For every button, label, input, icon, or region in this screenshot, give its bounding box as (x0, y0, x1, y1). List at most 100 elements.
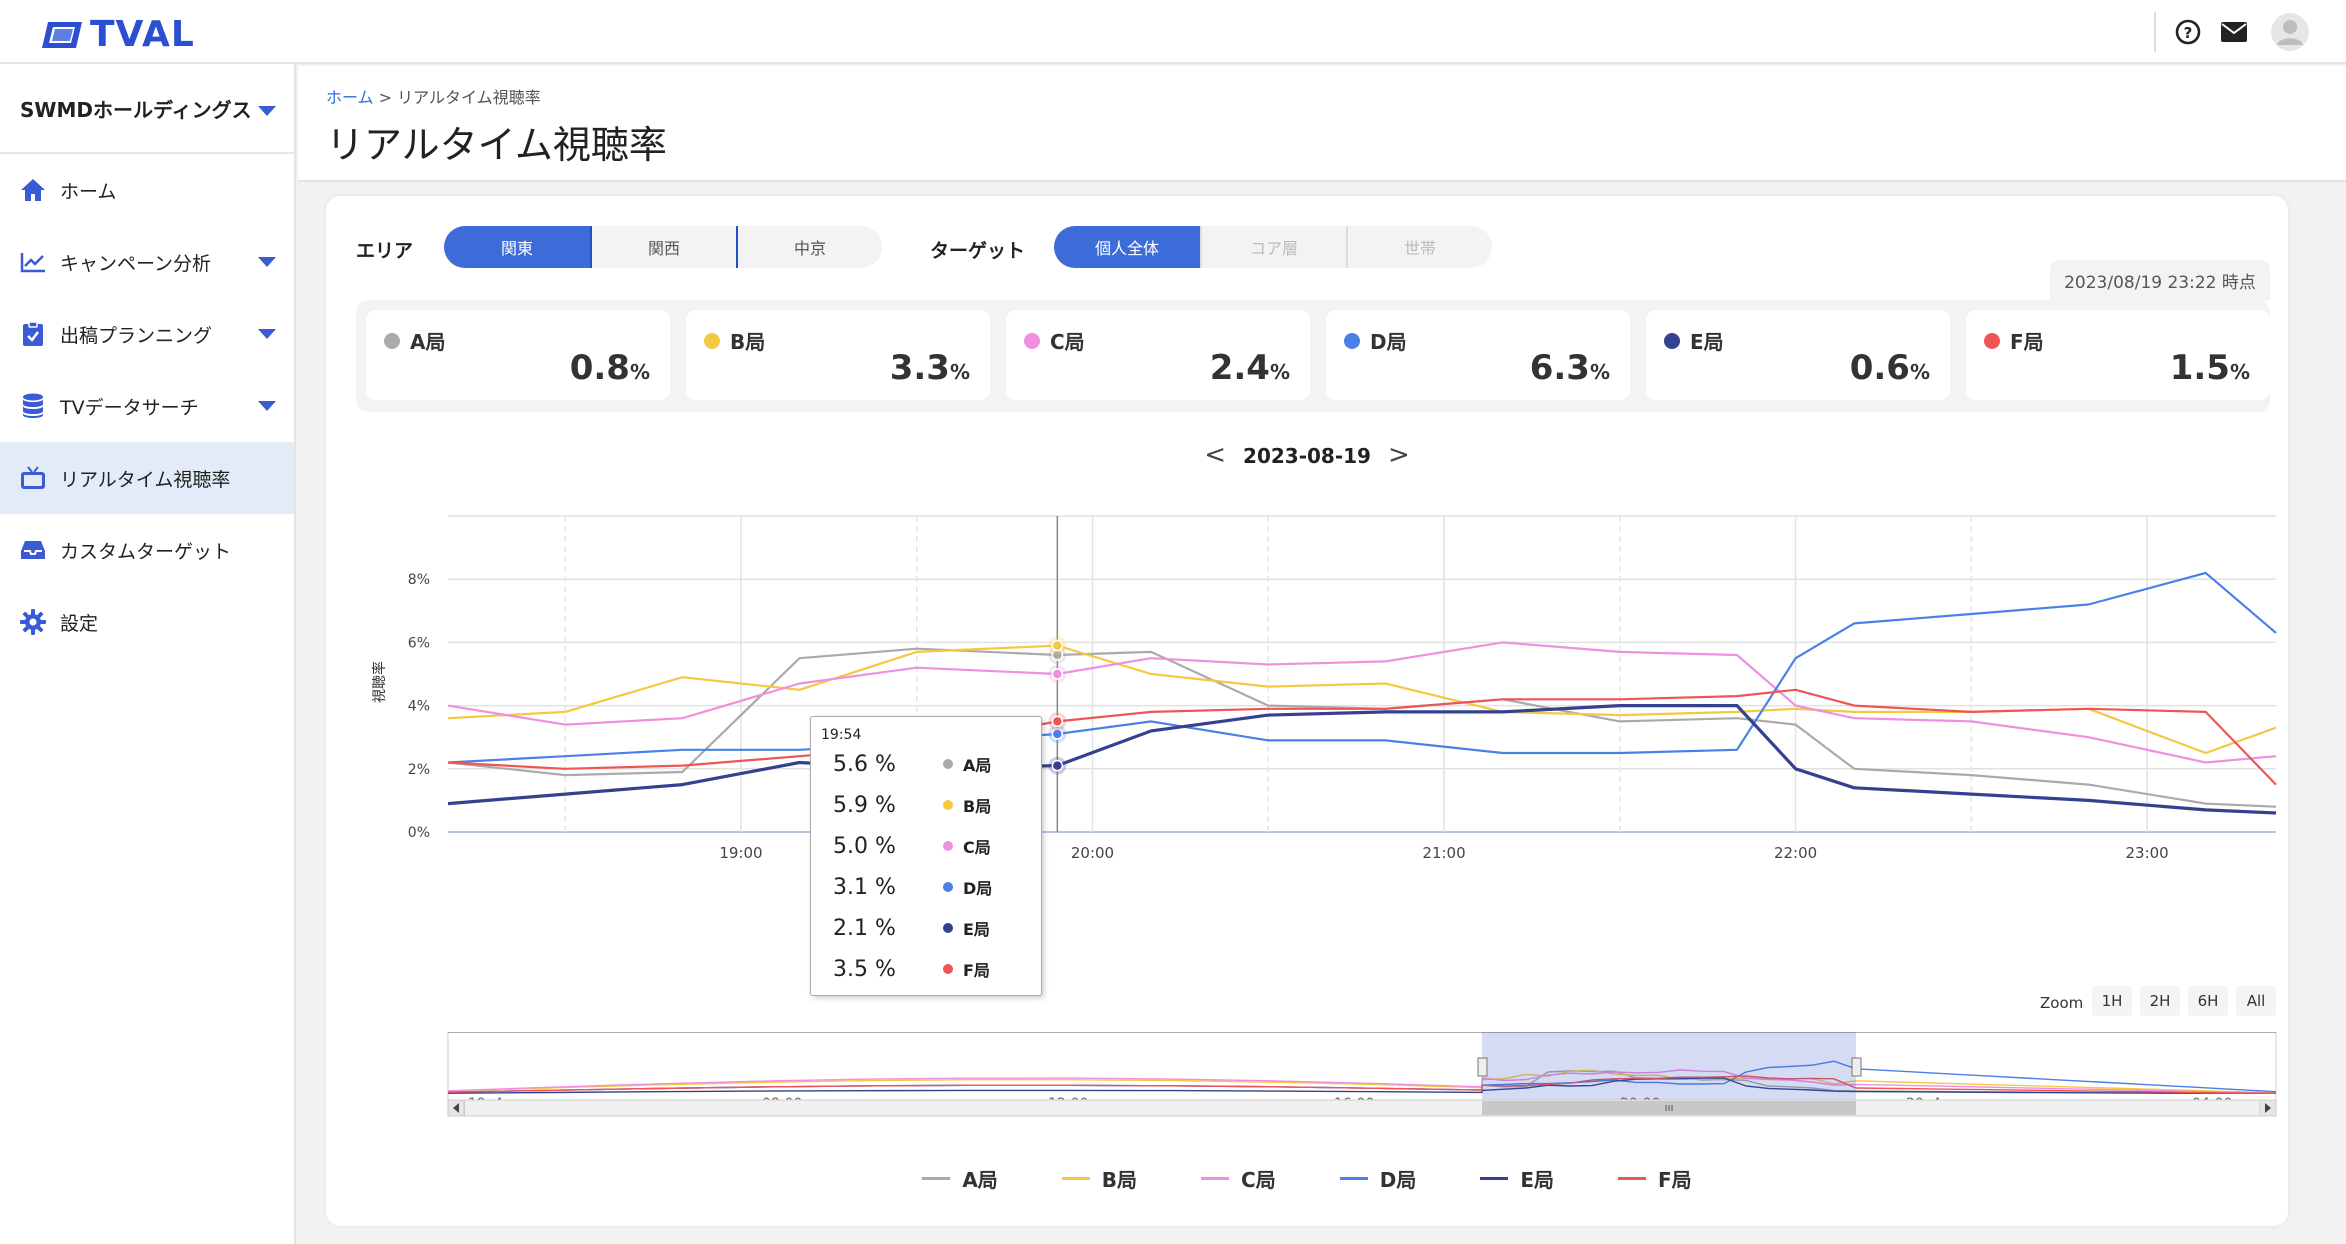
scrollbar-grip-icon (1665, 1105, 1673, 1111)
station-value: 1.5% (2169, 348, 2250, 388)
target-option-core[interactable]: コア層 (1200, 226, 1346, 268)
legend-item-f[interactable]: F局 (1618, 1164, 1692, 1193)
area-option-kanto[interactable]: 関東 (444, 226, 590, 268)
legend-item-b[interactable]: B局 (1061, 1164, 1137, 1193)
update-timestamp: 2023/08/19 23:22 時点 (2050, 260, 2270, 300)
breadcrumb-home-link[interactable]: ホーム (326, 88, 374, 107)
breadcrumb: ホーム > リアルタイム視聴率 (326, 84, 541, 108)
stat-card-d: D局 6.3% (1326, 310, 1630, 400)
target-segmented-control: 個人全体 コア層 世帯 (1054, 226, 1492, 268)
stat-card-f: F局 1.5% (1966, 310, 2270, 400)
navigator-series-line-F局 (447, 1075, 2277, 1094)
sidebar-item-custom-target[interactable]: カスタムターゲット (0, 514, 294, 586)
station-value: 0.6% (1849, 348, 1930, 388)
navigator-left-handle[interactable] (1477, 1057, 1488, 1077)
tv-icon (20, 465, 46, 491)
inbox-icon (20, 537, 46, 563)
station-stats: A局 0.8% B局 3.3% C局 2.4% D局 6.3% E局 0.6% … (356, 300, 2270, 412)
station-dot (704, 333, 720, 349)
navigator-scrollbar-track[interactable] (447, 1099, 2277, 1117)
legend-item-a[interactable]: A局 (922, 1164, 998, 1193)
breadcrumb-separator: > (378, 88, 393, 107)
zoom-1h-button[interactable]: 1H (2092, 986, 2132, 1016)
zoom-all-button[interactable]: All (2236, 986, 2276, 1016)
sidebar-item-campaign[interactable]: キャンペーン分析 (0, 226, 294, 298)
station-name: A局 (410, 330, 446, 354)
database-icon (20, 393, 46, 419)
station-value: 6.3% (1529, 348, 1610, 388)
y-axis-label: 視聴率 (371, 661, 388, 703)
sidebar-item-settings[interactable]: 設定 (0, 586, 294, 658)
company-name: SWMDホールディングス (20, 97, 252, 122)
navigator-selected-range[interactable] (1482, 1032, 1856, 1100)
stat-card-e: E局 0.6% (1646, 310, 1950, 400)
current-date: 2023-08-19 (1243, 444, 1371, 468)
sidebar-item-realtime-rating[interactable]: リアルタイム視聴率 (0, 442, 294, 514)
sidebar-item-home[interactable]: ホーム (0, 154, 294, 226)
area-option-kansai[interactable]: 関西 (590, 226, 736, 268)
rating-line-chart[interactable]: 0% 2% 4% 6% 8% 19:00 20:00 21:00 22:00 23:00 視聴率 (326, 466, 2288, 1026)
help-icon[interactable]: ? (2172, 16, 2204, 48)
area-label: エリア (356, 240, 414, 262)
sidebar-item-label: TVデータサーチ (60, 396, 199, 419)
legend-item-e[interactable]: E局 (1480, 1164, 1554, 1193)
x-tick-label: 22:00 (1774, 844, 1817, 862)
target-option-household[interactable]: 世帯 (1346, 226, 1492, 268)
station-name: E局 (1690, 330, 1724, 354)
station-name: B局 (730, 330, 766, 354)
station-name: F局 (2010, 330, 2044, 354)
zoom-2h-button[interactable]: 2H (2140, 986, 2180, 1016)
stat-card-b: B局 3.3% (686, 310, 990, 400)
series-line-F局[interactable] (447, 688, 2277, 786)
legend-item-c[interactable]: C局 (1201, 1164, 1276, 1193)
chart-tooltip: 19:54 5.6 % A局 5.9 % B局 5.0 % C局 3.1 % D局 2.… (810, 716, 1042, 996)
tooltip-row: 3.5 % F局 (833, 956, 990, 982)
next-date-button[interactable]: > (1387, 440, 1410, 470)
y-tick-label: 8% (408, 572, 430, 588)
target-label: ターゲット (930, 240, 1026, 262)
legend-item-d[interactable]: D局 (1339, 1164, 1416, 1193)
top-header: TVAL ? (0, 0, 2346, 64)
tooltip-time: 19:54 (821, 727, 862, 743)
series-line-E局[interactable] (447, 704, 2277, 815)
date-navigator: < 2023-08-19 > (326, 440, 2288, 470)
sidebar-item-label: ホーム (60, 180, 117, 203)
hover-marker (1051, 668, 1064, 680)
hover-marker (1051, 715, 1064, 728)
company-selector[interactable]: SWMDホールディングス (0, 64, 294, 154)
hover-marker (1051, 759, 1064, 772)
sidebar-item-label: 出稿プランニング (60, 324, 213, 347)
hover-marker (1051, 639, 1064, 652)
page-title: リアルタイム視聴率 (326, 123, 667, 167)
x-tick-label: 23:00 (2125, 844, 2168, 862)
station-dot (1024, 333, 1040, 349)
app-logo[interactable]: TVAL (40, 14, 195, 55)
zoom-6h-button[interactable]: 6H (2188, 986, 2228, 1016)
x-tick-label: 21:00 (1422, 844, 1465, 862)
realtime-rating-card: エリア 関東 関西 中京 ターゲット 個人全体 コア層 世帯 2023/08/1… (326, 196, 2288, 1226)
target-option-all[interactable]: 個人全体 (1054, 226, 1200, 268)
sidebar-item-label: カスタムターゲット (60, 540, 232, 563)
station-dot (1984, 333, 2000, 349)
tooltip-row: 3.1 % D局 (833, 874, 993, 900)
navigator-right-handle[interactable] (1851, 1057, 1862, 1077)
clipboard-check-icon (20, 321, 46, 347)
station-dot (1344, 333, 1360, 349)
logo-text: TVAL (90, 14, 195, 55)
mail-icon[interactable] (2218, 16, 2250, 48)
user-avatar-icon[interactable] (2268, 10, 2312, 54)
sidebar-item-planning[interactable]: 出稿プランニング (0, 298, 294, 370)
series-line-D局[interactable] (447, 571, 2277, 764)
area-option-chukyo[interactable]: 中京 (736, 226, 882, 268)
y-tick-label: 2% (408, 762, 430, 778)
tooltip-row: 5.9 % B局 (833, 792, 992, 818)
svg-text:?: ? (2184, 24, 2193, 42)
home-icon (20, 177, 46, 203)
logo-icon (42, 21, 82, 48)
chevron-down-icon (258, 106, 276, 116)
prev-date-button[interactable]: < (1204, 440, 1227, 470)
sidebar-item-tv-data-search[interactable]: TVデータサーチ (0, 370, 294, 442)
series-line-C局[interactable] (447, 641, 2277, 764)
x-tick-label: 20:00 (1071, 844, 1114, 862)
